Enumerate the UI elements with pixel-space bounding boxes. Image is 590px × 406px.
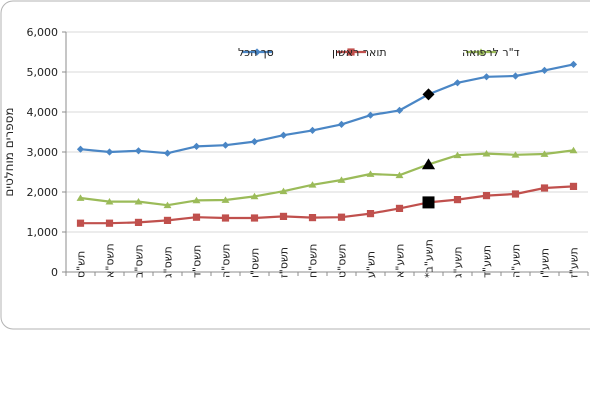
legend-label: ד"ר לרפואה — [462, 46, 520, 59]
x-tick-label: תשע"ו — [539, 248, 552, 278]
series-line-1 — [80, 63, 574, 155]
series-line-2 — [80, 185, 574, 225]
data-point — [569, 60, 578, 68]
legend-marker — [347, 48, 355, 56]
y-tick-label: 6,000 — [27, 26, 59, 39]
data-point — [511, 72, 520, 80]
chart-border — [0, 0, 590, 330]
y-axis-label: מספרים מוחלטים — [2, 107, 16, 196]
x-tick-label: תשס"א — [104, 243, 117, 278]
data-point — [482, 73, 491, 81]
data-point — [308, 181, 317, 188]
x-tick-label: תשע"ד — [481, 245, 494, 278]
y-tick-label: 2,000 — [27, 186, 59, 199]
legend-marker — [477, 48, 485, 55]
data-point — [366, 111, 375, 119]
data-point — [221, 214, 230, 222]
legend: סך הכל תואר ראשון ד"ר לרפואה — [238, 46, 520, 59]
data-point — [76, 219, 85, 227]
x-tick-label: תשע"ג — [452, 246, 465, 278]
x-tick-label: תשס"ט — [336, 244, 349, 278]
data-point — [192, 142, 201, 150]
legend-label: תואר ראשון — [332, 46, 387, 59]
x-tick-label: תשס"ד — [191, 245, 204, 278]
data-point — [250, 214, 259, 222]
data-point — [569, 182, 578, 190]
x-tick-label: תשס"ח — [307, 244, 320, 278]
data-point — [134, 218, 143, 226]
data-point — [540, 150, 549, 157]
x-tick-label: תש"ע — [365, 251, 378, 278]
data-point — [337, 176, 346, 183]
series-line-3 — [80, 149, 574, 207]
y-tick-label: 1,000 — [27, 226, 59, 239]
axes — [62, 31, 589, 276]
x-tick-label: תש"ס — [75, 251, 88, 278]
data-point — [453, 79, 462, 87]
legend-marker — [253, 48, 261, 56]
data-point — [511, 151, 520, 158]
x-tick-label: תשס"ז — [278, 247, 291, 278]
x-axis-ticks: תש"ס תשס"א תשס"ב תשס"ג תשס"ד תשס"ה תשס"ו תשס"ז ת… — [75, 239, 581, 278]
y-tick-label: 3,000 — [27, 146, 59, 159]
data-point — [511, 190, 520, 198]
data-point — [105, 219, 114, 227]
highlight-marker — [422, 88, 435, 101]
data-point — [540, 66, 549, 74]
data-point — [395, 171, 404, 179]
x-tick-label: תשע"ז — [568, 247, 581, 278]
y-tick-label: 0 — [51, 266, 58, 279]
data-point — [540, 184, 549, 192]
data-point — [366, 210, 375, 218]
x-tick-label: תשע"א — [394, 244, 407, 278]
series-lines — [80, 63, 574, 225]
y-axis-ticks: 0 1,000 2,000 3,000 4,000 5,000 6,000 — [27, 26, 59, 279]
data-point — [308, 214, 317, 222]
legend-label: סך הכל — [238, 46, 274, 59]
x-tick-label: תשס"ה — [220, 244, 233, 278]
data-point — [192, 213, 201, 221]
highlight-marker — [421, 158, 436, 170]
data-point — [76, 145, 85, 153]
data-point — [453, 151, 462, 159]
data-point — [221, 141, 230, 149]
data-point — [337, 120, 346, 128]
data-point — [395, 204, 404, 212]
data-point — [192, 196, 201, 204]
data-point — [308, 126, 317, 134]
x-tick-label: תשס"ב — [133, 244, 146, 278]
data-point — [279, 212, 288, 220]
x-tick-label: תשע"ה — [510, 244, 523, 278]
data-point — [569, 146, 578, 154]
x-tick-label: תשס"ו — [249, 248, 262, 278]
y-tick-label: 5,000 — [27, 66, 59, 79]
data-markers — [76, 60, 578, 227]
data-point — [482, 192, 491, 200]
data-point — [453, 196, 462, 204]
data-point — [76, 194, 85, 201]
data-point — [279, 187, 288, 195]
data-point — [134, 198, 143, 205]
data-point — [163, 149, 172, 157]
data-point — [395, 106, 404, 114]
data-point — [163, 216, 172, 224]
y-tick-label: 4,000 — [27, 106, 59, 119]
data-point — [482, 150, 491, 157]
data-point — [337, 213, 346, 221]
data-point — [279, 131, 288, 139]
grid-lines — [66, 31, 588, 233]
data-point — [250, 138, 259, 146]
data-point — [221, 196, 230, 203]
data-point — [163, 201, 172, 209]
data-point — [105, 148, 114, 156]
highlight-marker — [422, 196, 435, 209]
data-point — [134, 147, 143, 155]
data-point — [250, 192, 259, 200]
x-tick-label: תשע"ב* — [423, 239, 436, 278]
data-point — [105, 198, 114, 205]
data-point — [366, 170, 375, 177]
x-tick-label: תשס"ג — [162, 246, 175, 278]
